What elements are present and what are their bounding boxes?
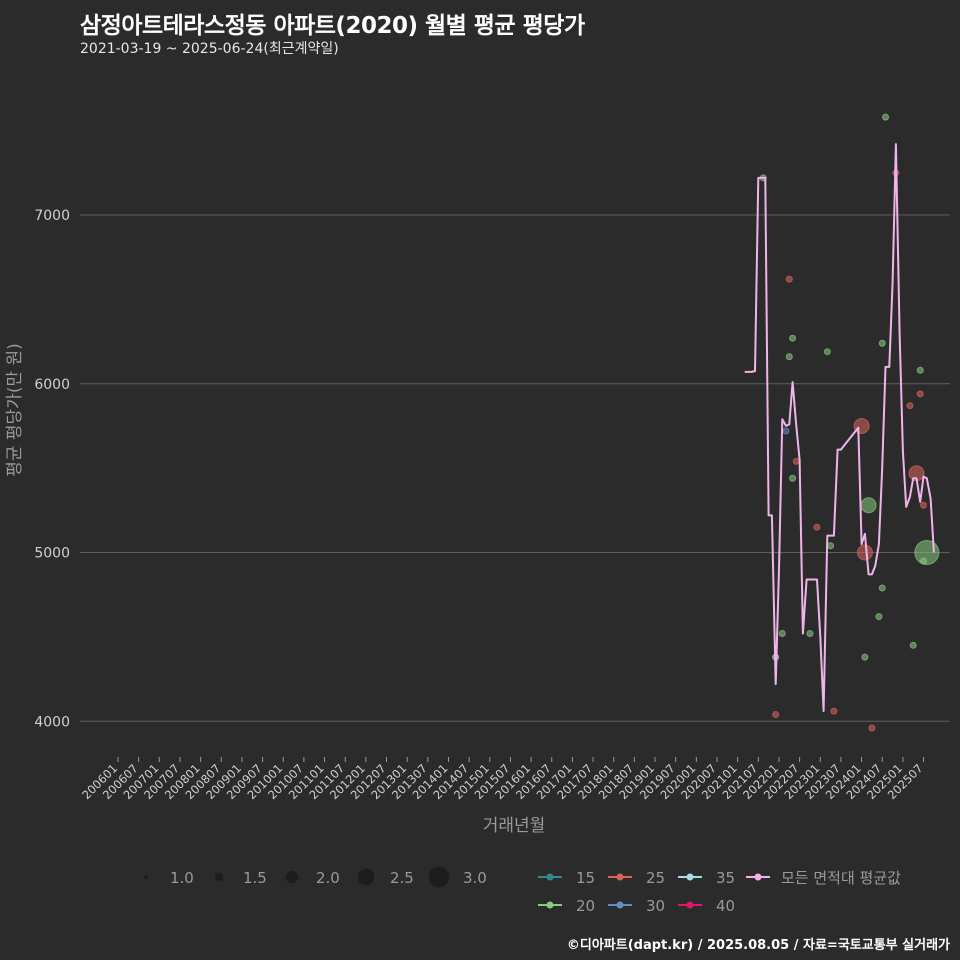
data-point-25: [868, 724, 876, 732]
size-legend-label: 3.0: [463, 869, 487, 887]
data-point-25: [906, 402, 914, 410]
data-point-20: [806, 630, 814, 637]
size-legend-label: 2.0: [316, 869, 340, 887]
size-legend-dot: [428, 866, 450, 888]
legend-label-15: 15: [576, 869, 595, 887]
legend-label-20: 20: [576, 897, 595, 915]
legend-swatch-dot-35: [686, 873, 694, 881]
size-legend-dot: [357, 868, 375, 886]
data-point-20: [878, 584, 886, 592]
size-legend-dot: [144, 875, 148, 879]
data-point-25: [772, 711, 780, 718]
data-point-20: [920, 557, 928, 565]
legend-label-average: 모든 면적대 평균값: [781, 869, 901, 887]
data-point-20: [878, 339, 886, 347]
data-point-25: [792, 457, 800, 465]
size-legend-dot: [285, 870, 299, 884]
chart-subtitle: 2021-03-19 ~ 2025-06-24(최근계약일): [80, 41, 339, 57]
legend-swatch-dot-15: [546, 873, 554, 881]
data-point-25: [785, 275, 793, 283]
data-point-25: [856, 544, 873, 561]
legend-swatch-dot-20: [546, 901, 554, 909]
size-legend-label: 2.5: [390, 869, 414, 887]
grid-lines: [80, 214, 950, 722]
data-point-20: [823, 348, 831, 356]
data-point-20: [882, 113, 890, 121]
size-legend-label: 1.0: [170, 869, 194, 887]
x-axis-title: 거래년월: [483, 816, 546, 836]
size-legend-dot: [214, 872, 224, 882]
legend-label-40: 40: [716, 897, 735, 915]
legend-swatch-dot-30: [616, 901, 624, 909]
data-point-25: [813, 523, 821, 531]
y-tick-label: 7000: [34, 208, 70, 224]
data-point-20: [909, 641, 917, 649]
data-point-20: [827, 542, 835, 550]
chart-title: 삼정아트테라스정동 아파트(2020) 월별 평균 평당가: [80, 13, 585, 39]
data-point-30: [782, 427, 790, 435]
legend-swatch-dot-25: [616, 873, 624, 881]
legend-label-30: 30: [646, 897, 665, 915]
y-axis-title: 평균 평당가(만 원): [5, 343, 25, 477]
y-tick-label: 4000: [34, 714, 70, 730]
y-axis-ticks: 4000 5000 6000 7000: [34, 208, 70, 730]
scatter-points: [759, 113, 940, 732]
legend-swatch-dot-average: [754, 873, 762, 881]
y-tick-label: 6000: [34, 377, 70, 393]
legend-label-25: 25: [646, 869, 665, 887]
data-point-20: [916, 366, 924, 374]
legend-swatch-dot-40: [686, 901, 694, 909]
source-caption: ©디아파트(dapt.kr) / 2025.08.05 / 자료=국토교통부 실…: [566, 938, 950, 953]
size-legend-label: 1.5: [243, 869, 267, 887]
average-line-group: [744, 143, 935, 713]
data-point-20: [861, 653, 869, 661]
legend: 1.0 1.5 2.0 2.5 3.0 15 20 25 30 35 40 모든 면적대 평균값: [144, 866, 901, 915]
data-point-25: [920, 501, 928, 509]
data-point-20: [875, 613, 883, 621]
data-point-20: [789, 474, 797, 482]
x-axis-ticks: 2006012006072007012007072008012008072009…: [79, 757, 926, 802]
legend-label-35: 35: [716, 869, 735, 887]
data-point-20: [789, 334, 797, 342]
y-tick-label: 5000: [34, 546, 70, 562]
data-point-20: [860, 497, 877, 514]
data-point-20: [785, 353, 793, 361]
data-point-25: [830, 707, 838, 715]
data-point-20: [778, 630, 786, 637]
average-line: [744, 143, 935, 713]
data-point-25: [916, 390, 924, 398]
